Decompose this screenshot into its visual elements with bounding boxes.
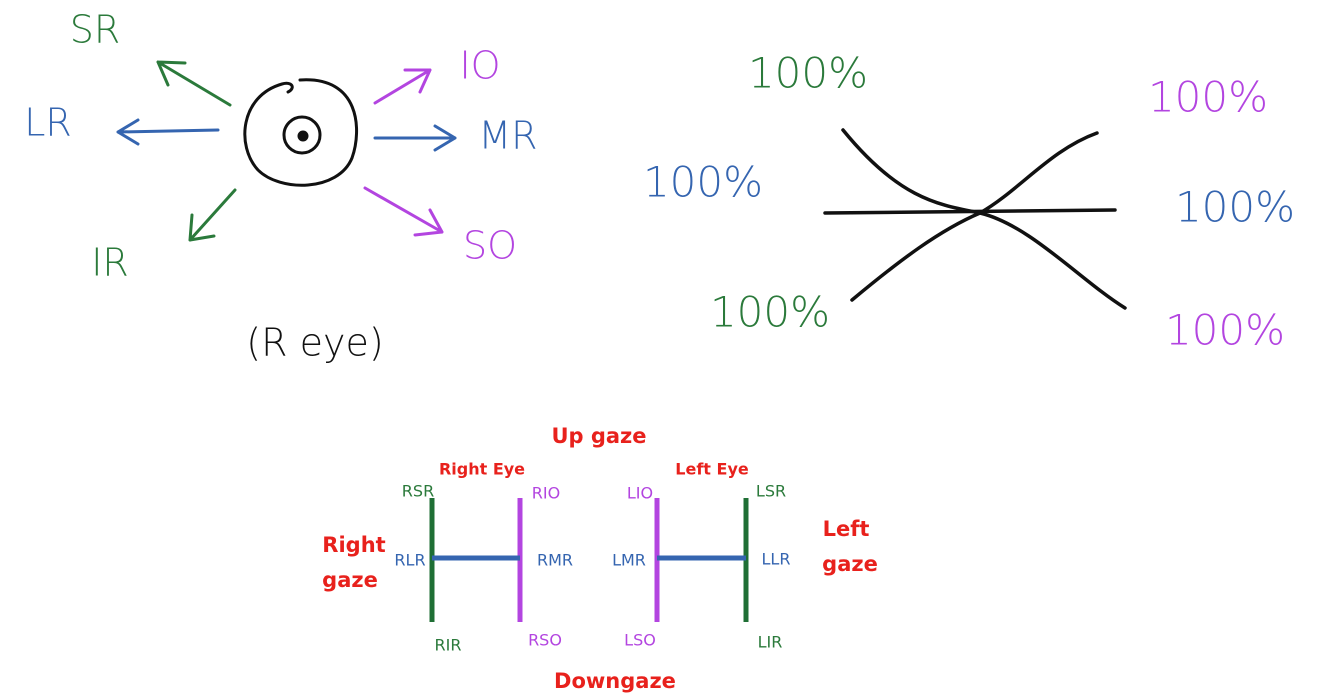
curve-b — [852, 133, 1097, 300]
pct-label: 100% — [1165, 306, 1285, 355]
muscle: RSO — [528, 631, 562, 650]
left-gaze: Left — [823, 517, 870, 541]
muscle: LLR — [762, 550, 791, 569]
eye-drawing — [118, 62, 455, 240]
muscle: LIO — [627, 484, 653, 503]
pupil-dot — [299, 132, 307, 140]
pct-label: 100% — [748, 49, 868, 98]
arrow-io — [375, 70, 430, 103]
arrow-sr — [158, 62, 230, 105]
muscle: RMR — [537, 551, 573, 570]
muscle: RIR — [435, 636, 462, 655]
label-io: IO — [459, 44, 500, 88]
label-ir: IR — [91, 241, 129, 285]
label-lr: LR — [24, 101, 72, 145]
muscle: RLR — [394, 551, 425, 570]
pct-label: 100% — [1175, 183, 1295, 232]
muscle: LSR — [756, 482, 786, 501]
right-gaze: Right — [322, 533, 385, 557]
up-gaze: Up gaze — [551, 424, 646, 448]
downgaze: Downgaze — [554, 669, 676, 693]
yoke-drawing — [825, 130, 1125, 308]
pct-label: 100% — [1148, 73, 1268, 122]
arrow-lr — [118, 120, 218, 144]
curve-a — [843, 130, 1125, 308]
label-so: SO — [463, 224, 517, 268]
pct-label: 100% — [643, 158, 763, 207]
left-gaze: gaze — [822, 552, 878, 576]
label-mr: MR — [478, 114, 537, 158]
arrow-so — [365, 188, 442, 235]
muscle: RSR — [402, 482, 434, 501]
arrow-ir — [190, 190, 235, 240]
right-gaze: gaze — [322, 568, 378, 592]
muscle: LSO — [624, 631, 656, 650]
page: SR LR IR IO MR SO (R eye) 100% 100% 100%… — [0, 0, 1321, 697]
left-eye: Left Eye — [675, 460, 749, 479]
muscle: RIO — [532, 484, 560, 503]
caption: (R eye) — [246, 321, 383, 365]
arrow-mr — [375, 126, 455, 150]
label-sr: SR — [70, 8, 121, 52]
gaze-lines — [432, 498, 746, 622]
muscle: LMR — [612, 551, 646, 570]
right-eye: Right Eye — [439, 460, 525, 479]
muscle: LIR — [758, 633, 783, 652]
pct-label: 100% — [710, 288, 830, 337]
